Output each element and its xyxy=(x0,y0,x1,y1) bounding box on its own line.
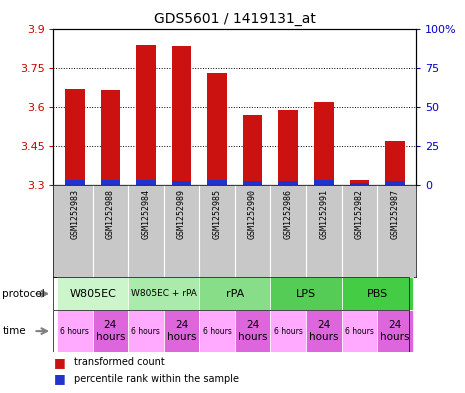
Bar xyxy=(243,115,262,185)
Bar xyxy=(350,183,369,185)
Bar xyxy=(385,180,405,185)
Text: time: time xyxy=(2,326,26,336)
Bar xyxy=(164,310,199,352)
Bar xyxy=(128,277,199,310)
Bar xyxy=(199,277,270,310)
Bar xyxy=(199,310,235,352)
Bar xyxy=(385,141,405,185)
Bar xyxy=(65,89,85,185)
Text: transformed count: transformed count xyxy=(74,357,165,367)
Bar xyxy=(172,46,191,185)
Bar xyxy=(57,277,128,310)
Bar xyxy=(243,181,262,185)
Text: GSM1252985: GSM1252985 xyxy=(213,189,221,239)
Bar xyxy=(100,90,120,185)
Bar xyxy=(136,45,156,185)
Text: rPA: rPA xyxy=(226,289,244,299)
Bar xyxy=(314,102,333,185)
Bar xyxy=(306,310,341,352)
Text: GSM1252984: GSM1252984 xyxy=(141,189,151,239)
Text: percentile rank within the sample: percentile rank within the sample xyxy=(74,374,239,384)
Bar xyxy=(65,180,85,185)
Bar xyxy=(57,310,93,352)
Title: GDS5601 / 1419131_at: GDS5601 / 1419131_at xyxy=(154,12,316,26)
Bar xyxy=(341,277,412,310)
Bar xyxy=(314,180,333,185)
Bar xyxy=(279,110,298,185)
Text: 6 hours: 6 hours xyxy=(274,327,303,336)
Bar xyxy=(350,180,369,185)
Text: LPS: LPS xyxy=(296,289,316,299)
Text: GSM1252982: GSM1252982 xyxy=(355,189,364,239)
Bar xyxy=(377,310,412,352)
Text: GSM1252990: GSM1252990 xyxy=(248,189,257,239)
Bar xyxy=(235,310,270,352)
Text: W805EC + rPA: W805EC + rPA xyxy=(131,289,197,298)
Bar xyxy=(172,180,191,185)
Text: GSM1252987: GSM1252987 xyxy=(390,189,399,239)
Text: ■: ■ xyxy=(53,356,65,369)
Text: 6 hours: 6 hours xyxy=(203,327,232,336)
Text: ■: ■ xyxy=(53,372,65,385)
Text: GSM1252983: GSM1252983 xyxy=(70,189,80,239)
Text: 6 hours: 6 hours xyxy=(345,327,374,336)
Text: GSM1252989: GSM1252989 xyxy=(177,189,186,239)
Bar xyxy=(128,310,164,352)
Bar xyxy=(341,310,377,352)
Text: 24
hours: 24 hours xyxy=(167,320,196,342)
Bar xyxy=(100,180,120,185)
Text: 24
hours: 24 hours xyxy=(238,320,267,342)
Bar xyxy=(207,180,227,185)
Text: 24
hours: 24 hours xyxy=(309,320,339,342)
Text: 24
hours: 24 hours xyxy=(96,320,125,342)
Text: protocol: protocol xyxy=(2,289,45,299)
Text: GSM1252988: GSM1252988 xyxy=(106,189,115,239)
Text: 24
hours: 24 hours xyxy=(380,320,410,342)
Bar xyxy=(279,181,298,185)
Bar xyxy=(136,180,156,185)
Bar xyxy=(207,73,227,185)
Bar xyxy=(270,277,341,310)
Bar xyxy=(270,310,306,352)
Text: GSM1252986: GSM1252986 xyxy=(284,189,292,239)
Bar xyxy=(93,310,128,352)
Text: 6 hours: 6 hours xyxy=(132,327,160,336)
Text: W805EC: W805EC xyxy=(69,289,116,299)
Text: 6 hours: 6 hours xyxy=(60,327,89,336)
Text: PBS: PBS xyxy=(366,289,388,299)
Text: GSM1252991: GSM1252991 xyxy=(319,189,328,239)
